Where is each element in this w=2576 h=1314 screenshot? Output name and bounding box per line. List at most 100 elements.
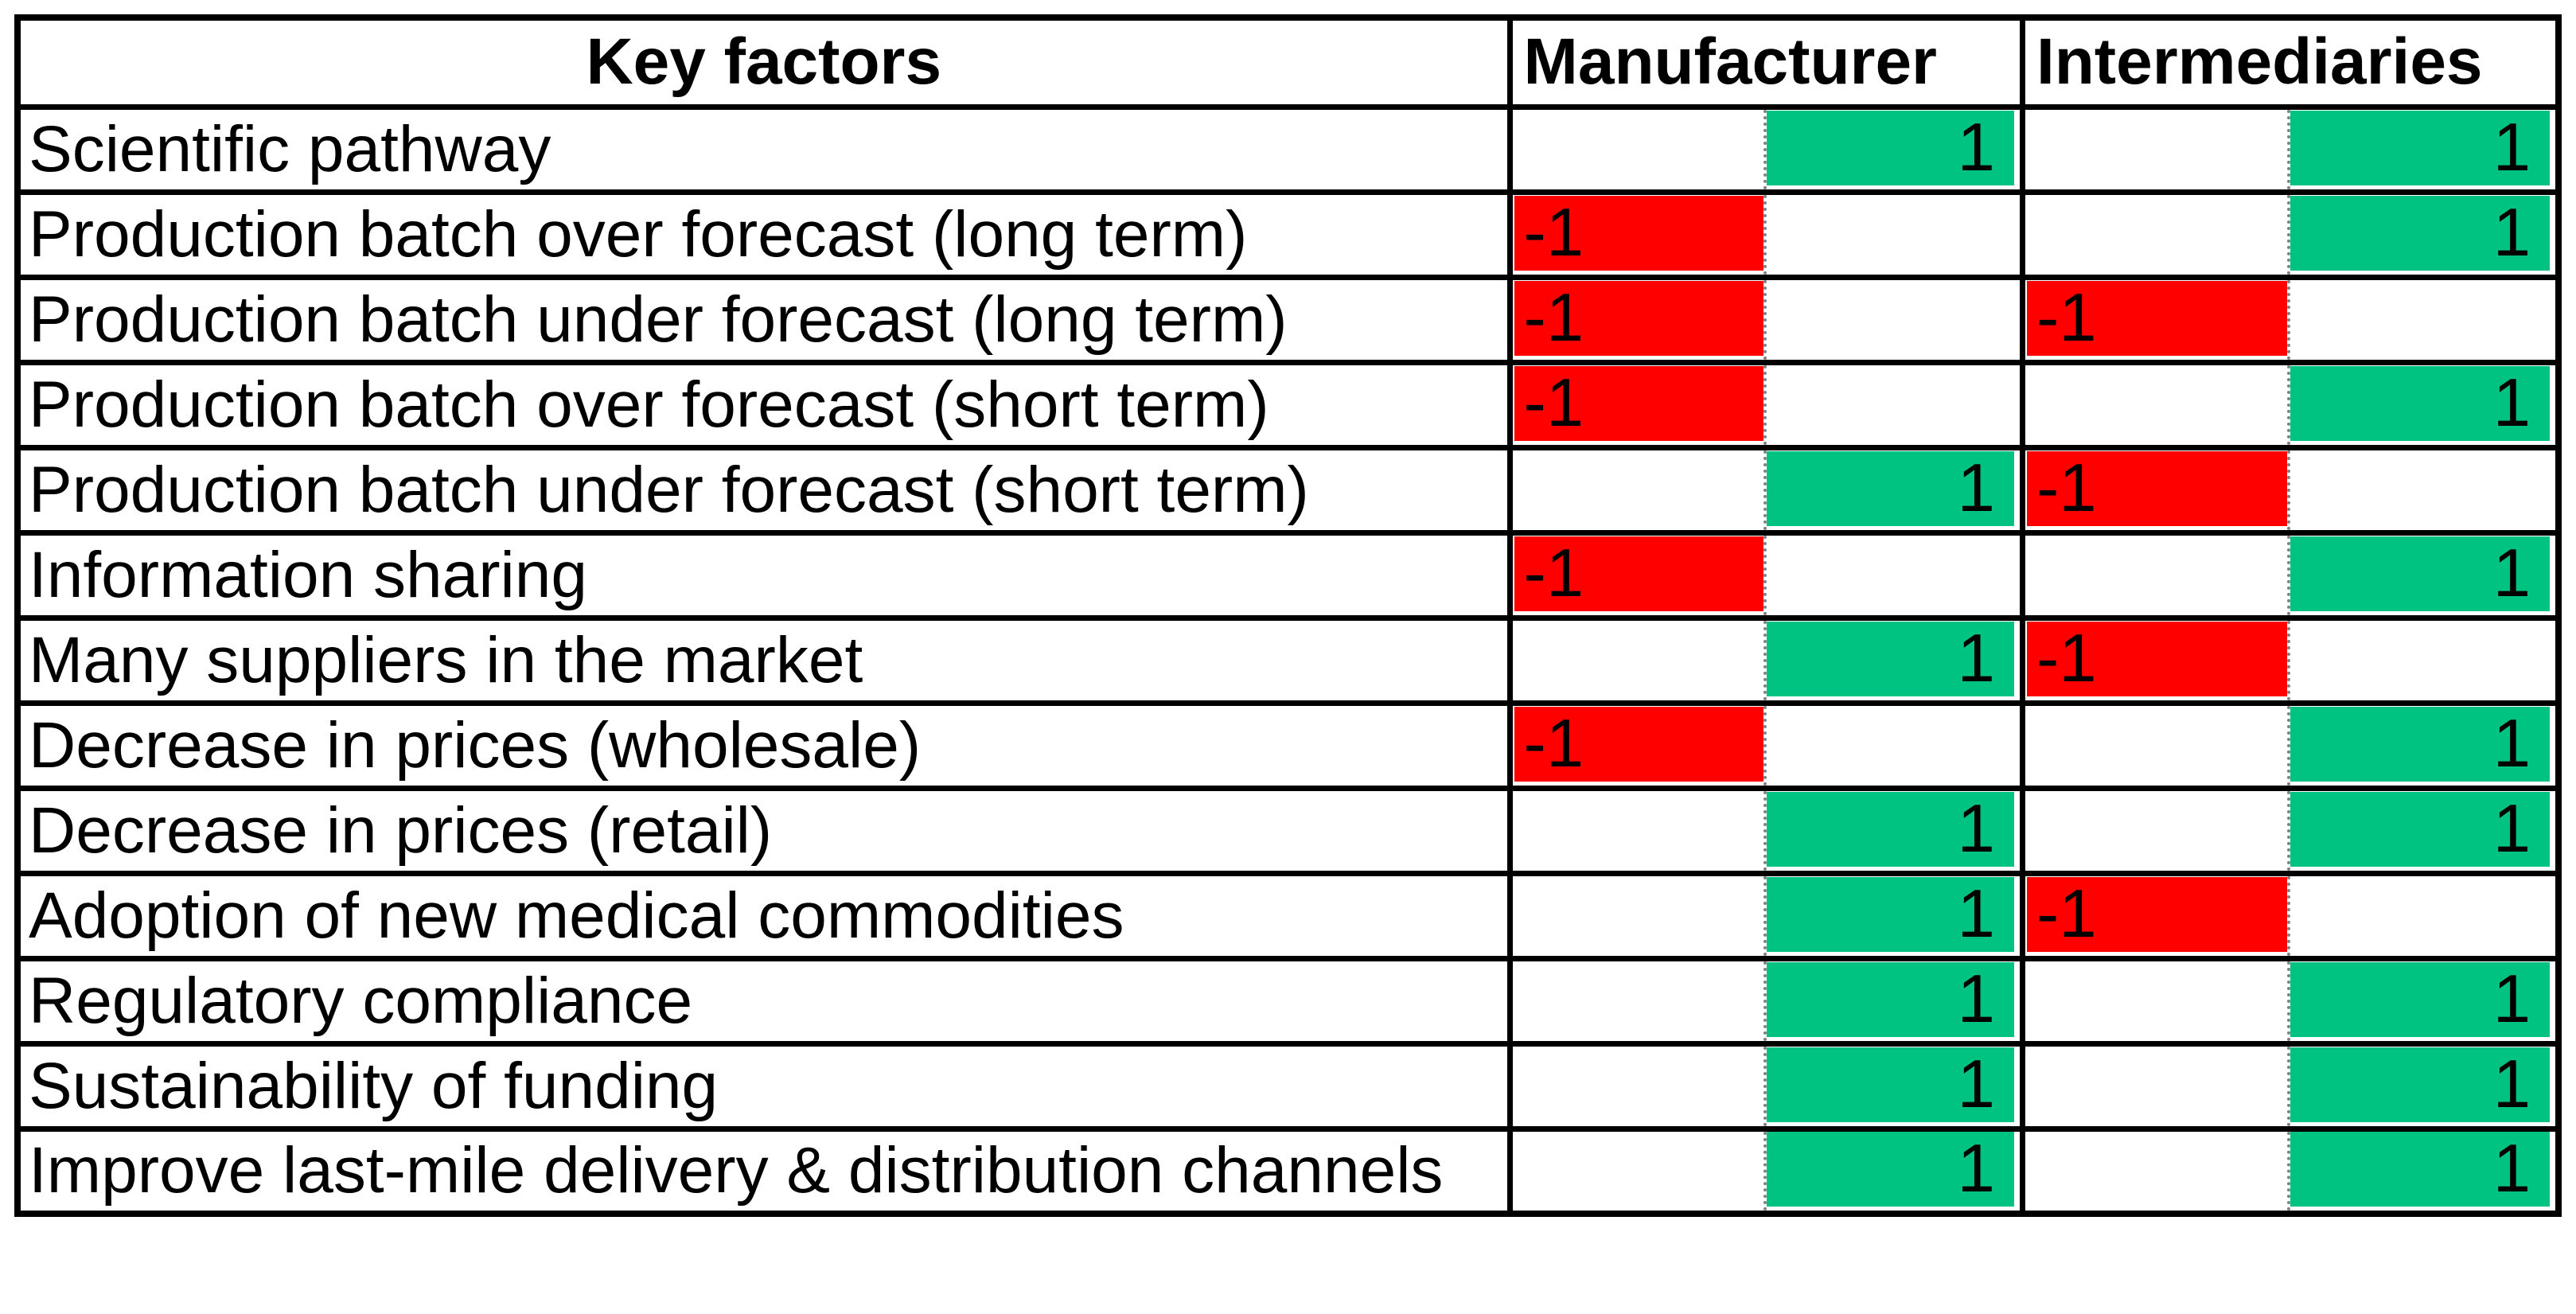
intermediaries-negative-cell: [2019, 955, 2290, 1047]
intermediaries-positive-cell: [2288, 444, 2562, 536]
factor-label: Regulatory compliance: [29, 964, 693, 1037]
manufacturer-positive-cell: [1765, 189, 2025, 280]
manufacturer-negative-cell: [1506, 955, 1767, 1047]
positive-value-block: 1: [2290, 1049, 2550, 1122]
positive-value-block: 1: [2290, 112, 2550, 185]
intermediaries-negative-cell: [2019, 359, 2290, 450]
table-row: Production batch over forecast (long ter…: [14, 189, 2562, 280]
intermediaries-positive-cell: [2288, 614, 2562, 706]
manufacturer-negative-cell: -1: [1506, 700, 1767, 791]
negative-value-block: -1: [1515, 283, 1763, 356]
positive-value-block: 1: [2290, 793, 2550, 867]
intermediaries-negative-cell: -1: [2019, 274, 2290, 365]
factor-label: Production batch over forecast (long ter…: [29, 197, 1248, 271]
factor-cell: Many suppliers in the market: [14, 614, 1513, 706]
intermediaries-negative-cell: -1: [2019, 870, 2290, 961]
factor-cell: Regulatory compliance: [14, 955, 1513, 1047]
factor-cell: Decrease in prices (retail): [14, 785, 1513, 876]
manufacturer-positive-cell: [1765, 359, 2025, 450]
positive-value-block: 1: [1767, 964, 2014, 1037]
page: Key factors Manufacturer Intermediaries …: [14, 14, 2562, 1217]
negative-value-block: -1: [2028, 283, 2286, 356]
intermediaries-negative-cell: [2019, 1125, 2290, 1217]
intermediaries-negative-cell: -1: [2019, 444, 2290, 536]
factor-label: Many suppliers in the market: [29, 623, 863, 696]
table-row: Sustainability of funding 1 1: [14, 1040, 2562, 1132]
manufacturer-negative-cell: [1506, 444, 1767, 536]
positive-value-block: 1: [2290, 197, 2550, 271]
header-key-factors: Key factors: [14, 14, 1513, 110]
header-row: Key factors Manufacturer Intermediaries: [14, 14, 2562, 110]
manufacturer-negative-cell: [1506, 870, 1767, 961]
intermediaries-negative-cell: [2019, 103, 2290, 195]
factor-cell: Improve last-mile delivery & distributio…: [14, 1125, 1513, 1217]
header-manufacturer: Manufacturer: [1506, 14, 2025, 110]
manufacturer-negative-cell: [1506, 785, 1767, 876]
table-row: Information sharing -1 1: [14, 529, 2562, 621]
positive-value-block: 1: [2290, 368, 2550, 441]
manufacturer-negative-cell: -1: [1506, 274, 1767, 365]
table-row: Production batch over forecast (short te…: [14, 359, 2562, 450]
manufacturer-negative-cell: [1506, 1125, 1767, 1217]
intermediaries-positive-cell: 1: [2288, 1040, 2562, 1132]
negative-value-block: -1: [2028, 879, 2286, 952]
header-intermediaries: Intermediaries: [2019, 14, 2562, 110]
factor-label: Improve last-mile delivery & distributio…: [29, 1134, 1444, 1207]
key-factors-table: Key factors Manufacturer Intermediaries …: [14, 14, 2562, 1217]
manufacturer-positive-cell: 1: [1765, 614, 2025, 706]
positive-value-block: 1: [1767, 112, 2014, 185]
intermediaries-negative-cell: [2019, 529, 2290, 621]
positive-value-block: 1: [1767, 1134, 2014, 1207]
table-row: Production batch under forecast (long te…: [14, 274, 2562, 365]
positive-value-block: 1: [2290, 538, 2550, 611]
factor-cell: Production batch under forecast (short t…: [14, 444, 1513, 536]
negative-value-block: -1: [2028, 453, 2286, 526]
table-row: Improve last-mile delivery & distributio…: [14, 1125, 2562, 1217]
table-row: Regulatory compliance 1 1: [14, 955, 2562, 1047]
positive-value-block: 1: [1767, 879, 2014, 952]
factor-cell: Information sharing: [14, 529, 1513, 621]
intermediaries-positive-cell: [2288, 274, 2562, 365]
factor-cell: Sustainability of funding: [14, 1040, 1513, 1132]
negative-value-block: -1: [1515, 197, 1763, 271]
positive-value-block: 1: [1767, 1049, 2014, 1122]
manufacturer-negative-cell: -1: [1506, 189, 1767, 280]
intermediaries-positive-cell: 1: [2288, 700, 2562, 791]
positive-value-block: 1: [1767, 453, 2014, 526]
factor-label: Decrease in prices (wholesale): [29, 708, 922, 782]
table-row: Decrease in prices (retail) 1 1: [14, 785, 2562, 876]
negative-value-block: -1: [1515, 708, 1763, 782]
manufacturer-negative-cell: -1: [1506, 529, 1767, 621]
intermediaries-positive-cell: 1: [2288, 529, 2562, 621]
negative-value-block: -1: [1515, 538, 1763, 611]
positive-value-block: 1: [2290, 1134, 2550, 1207]
manufacturer-positive-cell: 1: [1765, 1125, 2025, 1217]
intermediaries-positive-cell: 1: [2288, 189, 2562, 280]
manufacturer-positive-cell: 1: [1765, 955, 2025, 1047]
table-row: Decrease in prices (wholesale) -1 1: [14, 700, 2562, 791]
manufacturer-positive-cell: 1: [1765, 444, 2025, 536]
intermediaries-positive-cell: [2288, 870, 2562, 961]
negative-value-block: -1: [2028, 623, 2286, 696]
manufacturer-negative-cell: [1506, 614, 1767, 706]
intermediaries-positive-cell: 1: [2288, 955, 2562, 1047]
manufacturer-negative-cell: -1: [1506, 359, 1767, 450]
manufacturer-positive-cell: 1: [1765, 1040, 2025, 1132]
table-row: Production batch under forecast (short t…: [14, 444, 2562, 536]
intermediaries-negative-cell: [2019, 700, 2290, 791]
manufacturer-positive-cell: [1765, 700, 2025, 791]
factor-label: Decrease in prices (retail): [29, 793, 773, 867]
factor-cell: Scientific pathway: [14, 103, 1513, 195]
intermediaries-positive-cell: 1: [2288, 1125, 2562, 1217]
factor-label: Sustainability of funding: [29, 1049, 719, 1122]
intermediaries-positive-cell: 1: [2288, 785, 2562, 876]
intermediaries-negative-cell: [2019, 785, 2290, 876]
intermediaries-positive-cell: 1: [2288, 103, 2562, 195]
table-row: Scientific pathway 1 1: [14, 103, 2562, 195]
intermediaries-negative-cell: [2019, 189, 2290, 280]
factor-cell: Production batch over forecast (short te…: [14, 359, 1513, 450]
positive-value-block: 1: [1767, 623, 2014, 696]
factor-label: Adoption of new medical commodities: [29, 879, 1124, 952]
table-body: Scientific pathway 1 1 Production batch …: [14, 103, 2562, 1217]
manufacturer-positive-cell: 1: [1765, 870, 2025, 961]
